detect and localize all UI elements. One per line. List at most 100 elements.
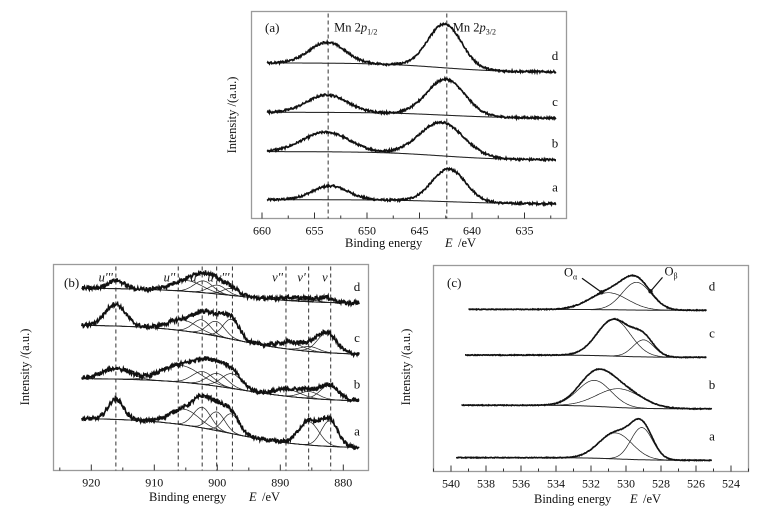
series-label: b	[354, 377, 361, 392]
series-c: c	[465, 317, 715, 359]
fit-envelope	[468, 275, 707, 311]
x-tick-label: 532	[582, 477, 600, 491]
panel-c-label: (c)	[447, 275, 461, 290]
panel-b-label: (b)	[64, 275, 79, 290]
series-label: a	[709, 428, 715, 443]
panel-a-plot: a b c d	[266, 21, 559, 208]
annotation-arrow	[581, 277, 602, 293]
peak-label: v	[322, 271, 328, 285]
panel-a-ylabel-text: Intensity /(a.u.)	[225, 77, 239, 154]
series-label: a	[354, 423, 360, 438]
series-label: c	[552, 94, 558, 109]
x-tick-label: 528	[652, 477, 670, 491]
series-b: b	[461, 367, 716, 411]
series-a: a	[81, 392, 360, 451]
series-c: c	[81, 300, 360, 359]
x-tick-label: 890	[271, 476, 289, 490]
panel-a-ylabel: Intensity /(a.u.)	[225, 77, 239, 154]
fit-envelope	[461, 368, 712, 410]
raw-spectrum	[456, 417, 712, 462]
panel-c-xticks: 540 538 536 534 532 530 528 526 524	[433, 465, 749, 491]
panel-a-xlabel: Binding energy E /eV	[345, 236, 476, 250]
panel-a-label: (a)	[265, 20, 279, 35]
component-peak	[468, 281, 707, 311]
series-d: d	[81, 269, 361, 308]
raw-spectrum	[266, 21, 557, 76]
fit-envelope	[465, 318, 707, 358]
panel-a-reference-lines	[327, 13, 448, 219]
series-label: d	[709, 278, 716, 293]
panel-b-xlabel-text: Binding energy	[149, 490, 227, 504]
series-label: b	[552, 136, 559, 151]
series-a: a	[456, 417, 715, 462]
panel-c-plot: a b c d	[456, 273, 716, 462]
series-b: b	[81, 355, 361, 403]
component-peak	[81, 324, 360, 355]
x-tick-label: 650	[358, 224, 376, 238]
peak-label: Mn 2p3/2	[453, 21, 496, 37]
x-tick-label: 538	[477, 477, 495, 491]
series-d: d	[266, 21, 559, 76]
series-d: d	[468, 273, 716, 312]
annotation-arrow	[650, 276, 663, 292]
x-tick-label: 900	[208, 476, 226, 490]
series-a: a	[266, 166, 558, 208]
raw-spectrum	[266, 120, 556, 163]
panel-a-mn2p: (a) Intensity /(a.u.) Binding energy E /…	[225, 10, 568, 250]
raw-spectrum	[461, 367, 713, 411]
panel-c-xlabel-unit: /eV	[643, 492, 661, 506]
peak-label: v''	[272, 271, 283, 285]
x-tick-label: 880	[334, 476, 352, 490]
panel-c-annotations: Oα Oβ	[564, 264, 678, 295]
series-label: c	[709, 325, 715, 340]
peak-label: v'	[297, 271, 306, 285]
x-tick-label: 920	[82, 476, 100, 490]
peak-label: Mn 2p1/2	[334, 21, 377, 37]
series-label: c	[354, 330, 360, 345]
component-peak	[267, 41, 556, 73]
x-tick-label: 640	[463, 224, 481, 238]
peak-label: u	[207, 271, 213, 285]
panel-c-frame	[432, 264, 750, 473]
panel-b-frame	[52, 263, 370, 472]
panel-b-ylabel: Intensity /(a.u.)	[18, 329, 32, 406]
x-tick-label: 530	[617, 477, 635, 491]
series-label: b	[709, 377, 716, 392]
raw-spectrum	[468, 273, 707, 312]
raw-spectrum	[266, 166, 557, 208]
panel-a-xticks: 660 655 650 645 640 635	[253, 212, 552, 238]
component-peak	[456, 432, 712, 461]
raw-spectrum	[266, 75, 557, 122]
annotation-label: Oβ	[665, 264, 678, 280]
panel-c-ylabel-text: Intensity /(a.u.)	[399, 329, 413, 406]
component-peak	[456, 427, 712, 461]
panel-a-xlabel-text: Binding energy	[345, 236, 423, 250]
panel-b-xlabel-unit: /eV	[262, 490, 280, 504]
panel-b-ylabel-text: Intensity /(a.u.)	[18, 329, 32, 406]
panel-c-o1s: (c) Intensity /(a.u.) Binding energy E /…	[399, 264, 750, 506]
x-tick-label: 540	[442, 477, 460, 491]
panel-c-xlabel: Binding energy E /eV	[534, 492, 661, 506]
x-tick-label: 524	[722, 477, 740, 491]
raw-spectrum	[81, 269, 360, 308]
component-peak	[81, 418, 360, 448]
panel-c-xlabel-var: E	[629, 492, 638, 506]
component-peak	[81, 378, 360, 402]
x-tick-label: 526	[687, 477, 705, 491]
panel-c-ylabel: Intensity /(a.u.)	[399, 329, 413, 406]
x-tick-label: 534	[547, 477, 565, 491]
x-tick-label: 655	[306, 224, 324, 238]
raw-spectrum	[465, 317, 707, 359]
panel-a-xlabel-unit: /eV	[458, 236, 476, 250]
raw-spectrum	[81, 392, 360, 451]
panel-b-plot: a b c d	[81, 269, 361, 451]
annotation-label: Oα	[564, 265, 578, 281]
component-peak	[465, 318, 707, 358]
panel-b-xlabel: Binding energy E /eV	[149, 490, 280, 504]
panel-a-frame	[250, 10, 568, 220]
panel-b-ce3d: (b) Intensity /(a.u.) Binding energy E /…	[18, 263, 370, 504]
series-c: c	[266, 75, 558, 122]
x-tick-label: 645	[411, 224, 429, 238]
panel-b-xlabel-var: E	[248, 490, 257, 504]
